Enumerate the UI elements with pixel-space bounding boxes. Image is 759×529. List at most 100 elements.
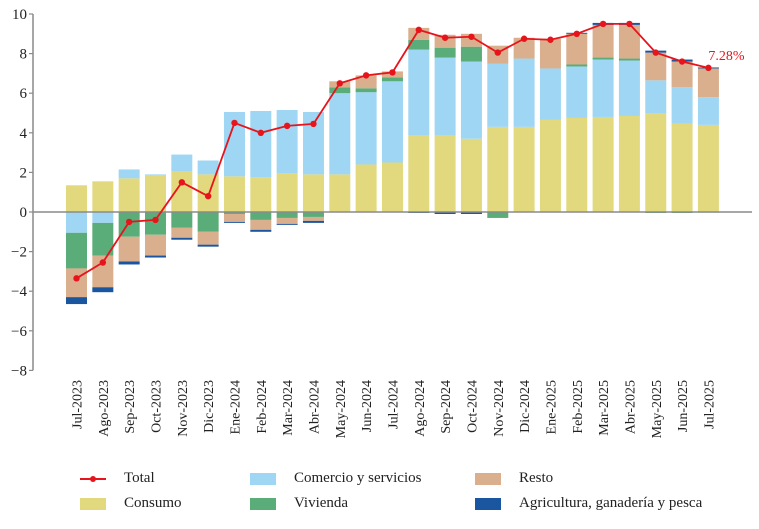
- total-point: [178, 179, 186, 186]
- total-point: [310, 120, 317, 128]
- x-tick-label: Ene-2025: [544, 380, 559, 434]
- bar-segment-vivienda: [92, 222, 114, 256]
- legend-label: Vivienda: [294, 495, 349, 511]
- bar-segment-consumo: [92, 181, 114, 212]
- bar-segment-comercio-y-servicios: [66, 212, 87, 233]
- bar-segment-consumo: [671, 123, 693, 212]
- y-tick-label: 8: [20, 47, 28, 63]
- total-point: [468, 33, 475, 40]
- x-tick-label: Jul-2024: [386, 380, 401, 429]
- y-tick-label: 6: [20, 86, 28, 102]
- y-tick-label: 2: [20, 165, 28, 181]
- bar-segment-consumo: [329, 174, 351, 212]
- bar-segment-comercio-y-servicios: [618, 60, 640, 116]
- bar-segment-agricultura-ganader-a-y-pesca: [434, 212, 456, 214]
- bar-segment-resto: [618, 24, 640, 59]
- bar-segment-resto: [92, 255, 114, 288]
- x-tick-label: Nov-2024: [492, 380, 507, 437]
- x-tick-label: Dic-2024: [518, 380, 533, 433]
- total-point: [125, 218, 133, 226]
- bar-segment-comercio-y-servicios: [671, 87, 693, 124]
- legend-swatch-icon: [475, 472, 501, 485]
- bar-segment-comercio-y-servicios: [592, 59, 614, 117]
- bar-segment-comercio-y-servicios: [645, 80, 667, 113]
- total-point: [257, 129, 265, 136]
- x-tick-label: Nov-2023: [176, 380, 191, 437]
- total-point: [415, 26, 422, 34]
- total-point: [441, 34, 449, 41]
- y-tick-label: 0: [20, 205, 28, 221]
- x-axis: Jul-2023 Ago-2023 Sep-2023 Oct-2023 Nov-2023…: [71, 380, 718, 438]
- bar-segment-vivienda: [329, 87, 351, 94]
- bar-segment-agricultura-ganader-a-y-pesca: [171, 237, 193, 240]
- x-tick-label: Oct-2023: [149, 380, 164, 433]
- x-tick-label: Ago-2024: [413, 380, 428, 437]
- total-point: [494, 49, 501, 56]
- bar-segment-agricultura-ganader-a-y-pesca: [250, 229, 272, 232]
- total-point: [547, 36, 554, 43]
- legend-swatch-icon: [475, 497, 501, 510]
- legend-label: Resto: [519, 470, 554, 486]
- bar-segment-consumo: [250, 177, 272, 212]
- legend-swatch-icon: [80, 497, 106, 510]
- bar-segment-resto: [171, 227, 193, 238]
- bar-segment-vivienda: [197, 212, 219, 232]
- bar-segment-agricultura-ganader-a-y-pesca: [223, 221, 245, 223]
- bar-segment-resto: [250, 219, 272, 230]
- total-point: [231, 119, 238, 127]
- x-tick-label: Feb-2025: [571, 380, 586, 434]
- bar-segment-consumo: [618, 115, 640, 212]
- legend-label: Agricultura, ganadería y pesca: [519, 495, 703, 511]
- legend-swatch-icon: [250, 472, 276, 485]
- bar-segment-agricultura-ganader-a-y-pesca: [92, 287, 114, 293]
- bar-segment-consumo: [302, 174, 324, 212]
- bar-segment-vivienda: [381, 77, 403, 82]
- bar-segment-vivienda: [618, 58, 640, 61]
- x-tick-label: Mar-2025: [597, 380, 612, 436]
- bar-segment-vivienda: [144, 212, 166, 235]
- bar-segment-agricultura-ganader-a-y-pesca: [118, 261, 140, 265]
- bar-segment-comercio-y-servicios: [276, 110, 298, 174]
- bar-segment-comercio-y-servicios: [250, 111, 272, 178]
- bar-segment-vivienda: [302, 212, 324, 217]
- y-tick-label: −4: [11, 284, 27, 300]
- bar-segment-resto: [302, 216, 324, 221]
- legend: Total Comercio y servicios Resto Consumo…: [80, 470, 750, 520]
- x-tick-label: Oct-2024: [465, 380, 480, 433]
- legend-item-consumo: Consumo: [80, 495, 182, 512]
- bar-segment-vivienda: [460, 46, 482, 62]
- bar-segment-resto: [592, 24, 614, 58]
- stacked-bar-chart: 10 8 6 4 2 0 −2 −4 −6 −8 Jul-2023 Ago-2023 Sep-2023…: [11, 7, 752, 438]
- bar-segment-consumo: [487, 126, 509, 212]
- legend-item-vivienda: Vivienda: [250, 495, 348, 512]
- bar-segment-consumo: [276, 173, 298, 212]
- bar-segment-consumo: [645, 113, 667, 212]
- bar-segment-vivienda: [592, 57, 614, 60]
- x-tick-label: May-2025: [650, 380, 665, 438]
- bar-segment-comercio-y-servicios: [355, 92, 377, 165]
- x-tick-label: Jul-2025: [702, 380, 717, 429]
- total-point: [283, 122, 291, 130]
- x-tick-label: Jun-2025: [676, 380, 691, 432]
- total-point: [389, 69, 396, 76]
- bar-segment-agricultura-ganader-a-y-pesca: [302, 220, 324, 223]
- total-point: [152, 216, 159, 224]
- bar-segment-comercio-y-servicios: [460, 61, 482, 139]
- bar-segment-comercio-y-servicios: [381, 81, 403, 163]
- bar-segment-resto: [408, 27, 430, 40]
- bar-segment-consumo: [513, 126, 535, 212]
- bar-segment-consumo: [144, 175, 166, 212]
- y-tick-label: 4: [20, 126, 28, 142]
- x-tick-label: Dic-2023: [202, 380, 217, 433]
- total-point: [99, 259, 107, 266]
- legend-line-marker-icon: [80, 473, 106, 485]
- total-point: [204, 192, 212, 200]
- bar-segment-comercio-y-servicios: [408, 49, 430, 136]
- bar-segment-agricultura-ganader-a-y-pesca: [197, 244, 219, 247]
- y-axis: 10 8 6 4 2 0 −2 −4 −6 −8: [11, 7, 34, 379]
- x-tick-label: May-2024: [334, 380, 349, 438]
- bar-segment-vivienda: [66, 232, 87, 269]
- bar-segment-resto: [566, 33, 588, 65]
- y-tick-label: −2: [11, 245, 27, 261]
- bar-segment-resto: [144, 234, 166, 256]
